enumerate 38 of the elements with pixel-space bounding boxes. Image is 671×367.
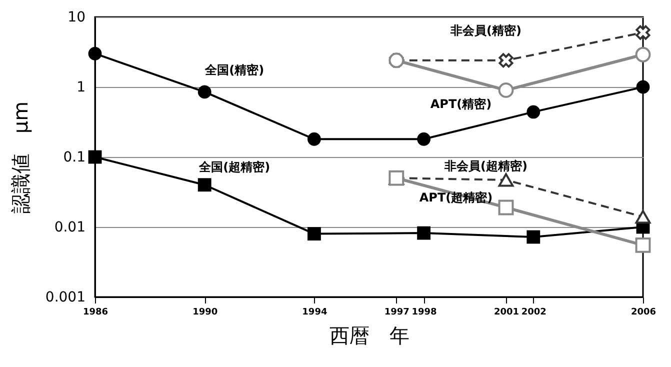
x-tick-label: 2006	[630, 308, 656, 318]
point	[498, 53, 514, 68]
point	[635, 237, 651, 253]
series-label: APT(精密)	[430, 97, 492, 112]
y-tick-label: 0.01	[54, 220, 86, 236]
series-label: 非会員(超精密)	[444, 158, 528, 173]
point	[417, 226, 431, 240]
y-tick-label: 1	[76, 80, 86, 96]
y-tick-label: 0.001	[45, 290, 86, 306]
point	[498, 200, 514, 216]
x-tick-label: 1998	[412, 308, 437, 318]
series-label: APT(超精密)	[419, 190, 493, 204]
point	[88, 150, 102, 164]
point	[526, 105, 540, 119]
point	[526, 230, 540, 244]
y-axis-title: 認識値 μm	[8, 101, 32, 214]
series-label: 全国(超精密)	[198, 160, 270, 174]
y-tick-label: 10	[68, 10, 86, 26]
point	[198, 178, 212, 192]
y-tick-label: 0.1	[63, 150, 86, 166]
point	[198, 85, 212, 99]
x-tick-label: 1990	[192, 308, 218, 318]
x-tick-label: 2002	[521, 308, 546, 318]
point	[636, 25, 650, 40]
point	[636, 80, 650, 94]
x-tick-label: 1994	[302, 308, 328, 318]
x-axis-title: 西暦 年	[330, 324, 410, 348]
x-tick-label: 1986	[82, 308, 108, 318]
series-label: 非会員(精密)	[450, 23, 522, 38]
point	[307, 227, 321, 240]
series-label: 全国(精密)	[204, 62, 264, 77]
point	[307, 132, 321, 146]
point	[498, 82, 514, 98]
x-tick-label: 1997	[384, 308, 410, 318]
x-tick-label: 2001	[494, 308, 520, 318]
point	[417, 132, 431, 146]
point	[88, 46, 102, 60]
point	[635, 46, 651, 62]
